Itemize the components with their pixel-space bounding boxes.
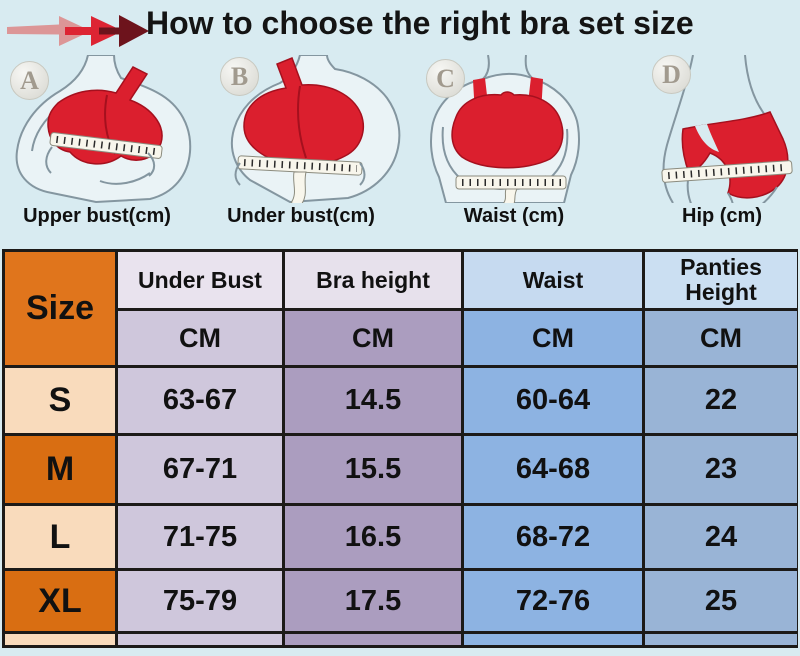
unit-panties-height: CM — [642, 308, 798, 368]
cell-m-panties: 23 — [642, 433, 798, 506]
unit-bra-height: CM — [282, 308, 464, 368]
measuring-tape — [49, 132, 163, 159]
badge-d: D — [652, 55, 691, 94]
col-header-waist: Waist — [461, 249, 645, 311]
cell-xl-panties: 25 — [642, 568, 798, 634]
tape-end — [290, 171, 307, 203]
cell-xl-under-bust: 75-79 — [115, 568, 285, 634]
size-cell-xl: XL — [2, 568, 118, 634]
panties-shape — [681, 111, 789, 199]
measuring-tape — [455, 175, 567, 203]
label-hip: Hip (cm) — [682, 205, 762, 227]
cell-l-panties: 24 — [642, 503, 798, 571]
cell-s-under-bust: 63-67 — [115, 365, 285, 436]
tape-end — [502, 188, 518, 203]
col-header-panties-height: Panties Height — [642, 249, 798, 311]
badge-c: C — [426, 59, 465, 98]
size-corner-header: Size — [2, 249, 118, 368]
triple-arrow-icon — [7, 15, 149, 47]
table-row-l: L 71-75 16.5 68-72 24 — [2, 503, 798, 571]
unit-under-bust: CM — [115, 308, 285, 368]
figure-hip: D — [600, 55, 800, 203]
cell-m-bra-height: 15.5 — [282, 433, 464, 506]
size-table-container: Size Under Bust Bra height Waist Panties… — [2, 249, 798, 656]
col-header-under-bust: Under Bust — [115, 249, 285, 311]
table-row-m: M 67-71 15.5 64-68 23 — [2, 433, 798, 506]
size-table: Size Under Bust Bra height Waist Panties… — [2, 249, 798, 648]
cell-s-bra-height: 14.5 — [282, 365, 464, 436]
cell-m-under-bust: 67-71 — [115, 433, 285, 506]
label-under-bust: Under bust(cm) — [227, 205, 375, 227]
cell-xl-bra-height: 17.5 — [282, 568, 464, 634]
unit-waist: CM — [461, 308, 645, 368]
figure-waist: C — [404, 55, 600, 203]
cell-l-waist: 68-72 — [461, 503, 645, 571]
figure-under-bust: B — [196, 55, 404, 203]
under-bust-illustration — [231, 55, 401, 203]
cell-s-panties: 22 — [642, 365, 798, 436]
badge-b: B — [220, 57, 259, 96]
page-title: How to choose the right bra set size — [146, 5, 694, 41]
table-row-partial — [2, 631, 798, 648]
bra-shape — [451, 91, 564, 169]
measuring-tape — [661, 160, 793, 183]
cell-m-waist: 64-68 — [461, 433, 645, 506]
label-waist: Waist (cm) — [463, 205, 565, 227]
table-row-s: S 63-67 14.5 60-64 22 — [2, 365, 798, 436]
col-header-bra-height: Bra height — [282, 249, 464, 311]
table-row-xl: XL 75-79 17.5 72-76 25 — [2, 568, 798, 634]
cell-l-bra-height: 16.5 — [282, 503, 464, 571]
size-cell-s: S — [2, 365, 118, 436]
cell-l-under-bust: 71-75 — [115, 503, 285, 571]
hip-illustration — [661, 55, 793, 203]
size-cell-l: L — [2, 503, 118, 571]
cell-s-waist: 60-64 — [461, 365, 645, 436]
cell-xl-waist: 72-76 — [461, 568, 645, 634]
size-cell-m: M — [2, 433, 118, 506]
waist-illustration — [430, 55, 580, 203]
figure-upper-bust: A — [0, 55, 196, 203]
badge-a: A — [10, 61, 49, 100]
upper-bust-illustration — [15, 55, 192, 203]
label-upper-bust: Upper bust(cm) — [23, 205, 171, 227]
